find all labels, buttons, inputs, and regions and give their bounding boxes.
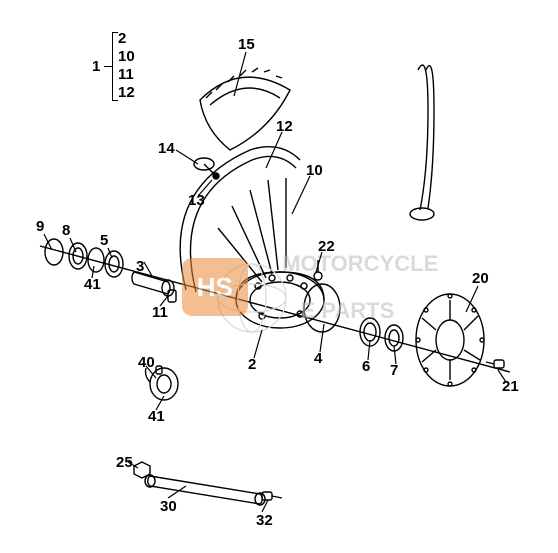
callout-41b: 41: [148, 408, 165, 425]
callout-8: 8: [62, 222, 70, 239]
callout-3: 3: [136, 258, 144, 275]
callout-9: 9: [36, 218, 44, 235]
callout-7: 7: [390, 362, 398, 379]
callout-20: 20: [472, 270, 489, 287]
callout-6: 6: [362, 358, 370, 375]
callout-12: 12: [276, 118, 293, 135]
callout-14: 14: [158, 140, 175, 157]
callout-22: 22: [318, 238, 335, 255]
callout-32: 32: [256, 512, 273, 529]
callout-11: 11: [152, 304, 168, 321]
callout-41a: 41: [84, 276, 101, 293]
callout-25: 25: [116, 454, 133, 471]
callout-40: 40: [138, 354, 155, 371]
diagram-canvas: { "diagram": { "type": "exploded-parts-d…: [0, 0, 558, 553]
callout-15: 15: [238, 36, 255, 53]
callout-21: 21: [502, 378, 519, 395]
callout-13: 13: [188, 192, 205, 209]
callout-30: 30: [160, 498, 177, 515]
callout-10: 10: [306, 162, 323, 179]
callout-5: 5: [100, 232, 108, 249]
callout-4: 4: [314, 350, 322, 367]
callout-2: 2: [248, 356, 256, 373]
